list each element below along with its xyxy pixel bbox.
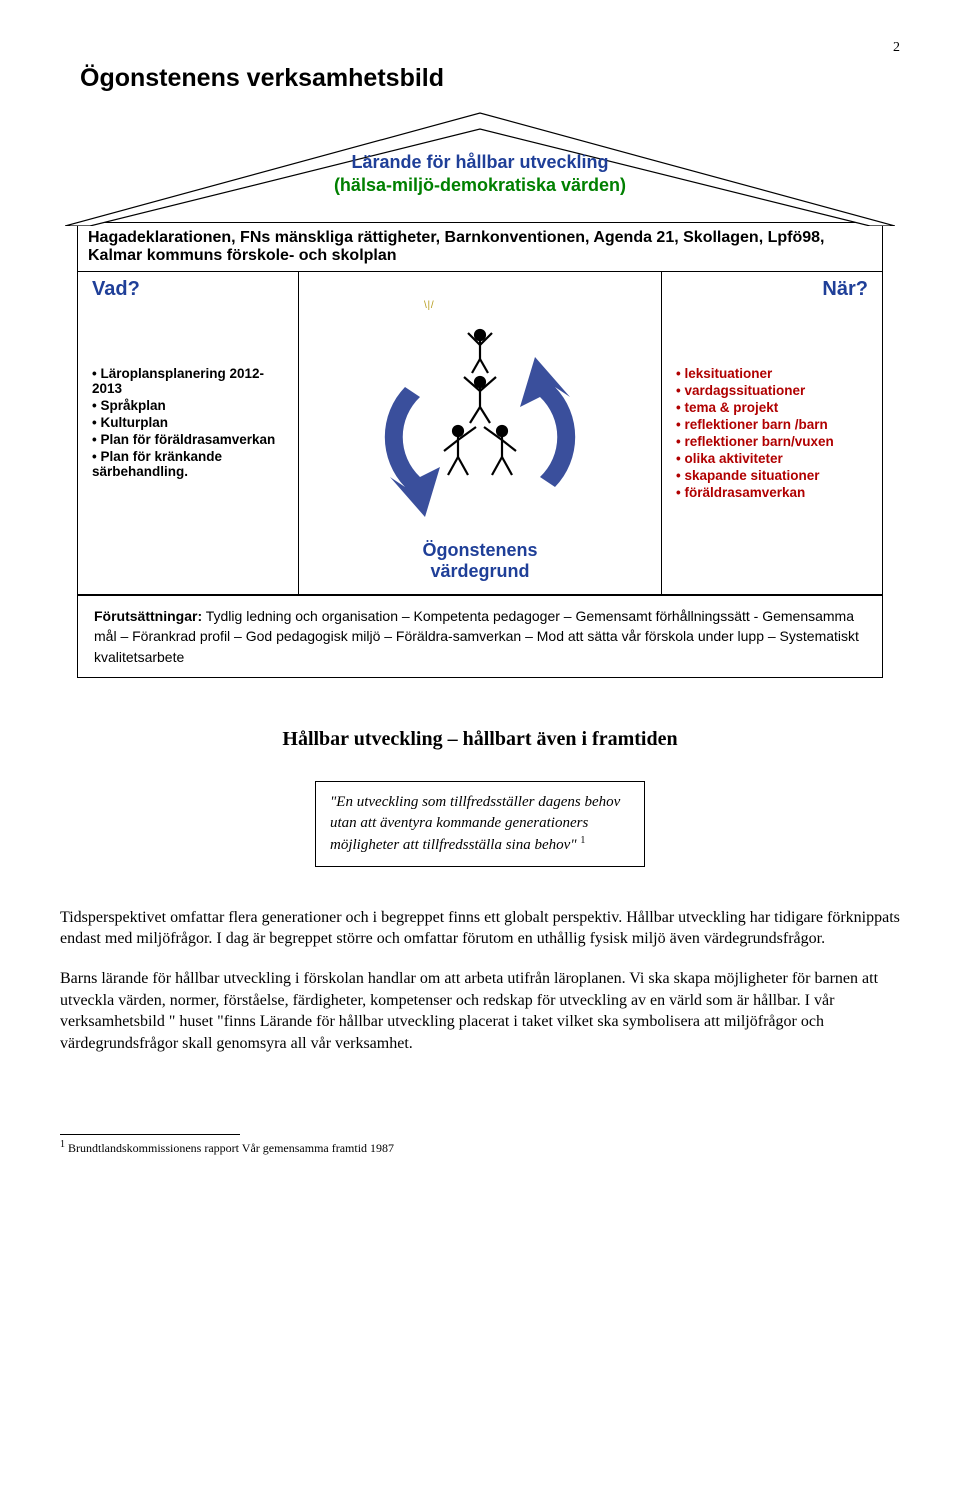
- nar-item: reflektioner barn /barn: [676, 417, 868, 432]
- quote-footnote-mark: 1: [580, 835, 585, 846]
- nar-item: leksituationer: [676, 366, 868, 381]
- quote-text: "En utveckling som tillfredsställer dage…: [330, 794, 620, 853]
- roof: Lärande för hållbar utveckling (hälsa-mi…: [65, 111, 895, 226]
- pillar-values: \ | / Ögonstenensvärdegrund: [299, 272, 661, 595]
- vad-item: Plan för föräldrasamverkan: [92, 432, 284, 447]
- footnote-separator: [60, 1134, 240, 1135]
- nar-item: skapande situationer: [676, 468, 868, 483]
- quote-box: "En utveckling som tillfredsställer dage…: [315, 781, 645, 867]
- page-number: 2: [60, 40, 900, 56]
- pillar-nar: När? leksituationer vardagssituationer tem…: [661, 272, 883, 595]
- paragraph-2: Barns lärande för hållbar utveckling i f…: [60, 968, 900, 1054]
- footnote: 1 Brundtlandskommissionens rapport Vår g…: [60, 1139, 900, 1156]
- pillar-nar-header: När?: [662, 272, 882, 311]
- values-label: Ögonstenensvärdegrund: [422, 540, 537, 582]
- pillars-row: Vad? Läroplansplanering 2012-2013 Språkpl…: [77, 272, 883, 595]
- roof-line1: Lärande för hållbar utveckling: [351, 152, 608, 172]
- section-heading: Hållbar utveckling – hållbart även i fra…: [60, 728, 900, 751]
- foundation-text: Tydlig ledning och organisation – Kompet…: [94, 608, 859, 665]
- nar-item: olika aktiviteter: [676, 451, 868, 466]
- vad-list: Läroplansplanering 2012-2013 Språkplan Kul…: [78, 366, 298, 479]
- attic-banner: Hagadeklarationen, FNs mänskliga rättigh…: [77, 222, 883, 272]
- pillar-vad: Vad? Läroplansplanering 2012-2013 Språkpl…: [77, 272, 299, 595]
- vad-item: Kulturplan: [92, 415, 284, 430]
- roof-text: Lärande för hållbar utveckling (hälsa-mi…: [65, 151, 895, 196]
- roof-line2: (hälsa-miljö-demokratiska värden): [334, 175, 626, 195]
- nar-item: reflektioner barn/vuxen: [676, 434, 868, 449]
- footnote-text: Brundtlandskommissionens rapport Vår gem…: [65, 1141, 394, 1155]
- page-title: Ögonstenens verksamhetsbild: [80, 64, 900, 93]
- attic-text: Hagadeklarationen, FNs mänskliga rättigh…: [88, 229, 824, 264]
- foundation-lead: Förutsättningar:: [94, 608, 202, 624]
- nar-item: tema & projekt: [676, 400, 868, 415]
- values-label-text: Ögonstenensvärdegrund: [422, 540, 537, 581]
- cycle-icon: [330, 327, 630, 527]
- vad-item: Språkplan: [92, 398, 284, 413]
- nar-list: leksituationer vardagssituationer tema & p…: [662, 366, 882, 500]
- nar-item: föräldrasamverkan: [676, 485, 868, 500]
- vad-item: Plan för kränkande särbehandling.: [92, 449, 284, 479]
- nar-item: vardagssituationer: [676, 383, 868, 398]
- house-diagram: Lärande för hållbar utveckling (hälsa-mi…: [65, 111, 895, 678]
- paragraph-1: Tidsperspektivet omfattar flera generati…: [60, 907, 900, 950]
- spark-icon: \ | /: [424, 300, 433, 311]
- pillar-vad-header: Vad?: [78, 272, 298, 311]
- foundation-box: Förutsättningar: Tydlig ledning och orga…: [77, 595, 883, 678]
- vad-item: Läroplansplanering 2012-2013: [92, 366, 284, 396]
